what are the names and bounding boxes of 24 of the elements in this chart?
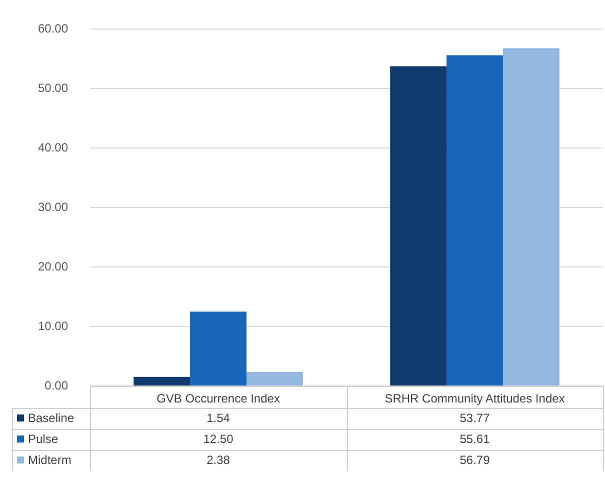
y-tick-label: 50.00 [38, 80, 68, 95]
data-label: 56.79 [460, 452, 490, 467]
y-tick-label: 30.00 [38, 200, 68, 214]
bar [246, 372, 303, 386]
data-label: 55.61 [460, 432, 490, 446]
bar [134, 376, 190, 386]
data-label: 2.38 [206, 452, 230, 467]
x-tick-label: GVB Occurrence Index [156, 392, 280, 406]
data-label: 1.54 [206, 410, 230, 425]
legend-label: Midterm [28, 452, 72, 467]
bar [446, 55, 503, 386]
y-tick-label: 20.00 [38, 259, 68, 274]
y-tick-label: 60.00 [38, 22, 68, 36]
bar [502, 48, 560, 386]
bar [190, 312, 246, 386]
x-tick-label: SRHR Community Attitudes Index [384, 392, 565, 406]
bar [390, 66, 447, 386]
y-tick-label: 0.00 [44, 378, 68, 392]
y-tick-label: 40.00 [38, 140, 68, 154]
legend-label: Pulse [28, 432, 58, 446]
data-label: 53.77 [460, 410, 490, 425]
data-label: 12.50 [203, 432, 234, 446]
legend-label: Baseline [28, 410, 74, 425]
y-tick-label: 10.00 [38, 318, 68, 333]
